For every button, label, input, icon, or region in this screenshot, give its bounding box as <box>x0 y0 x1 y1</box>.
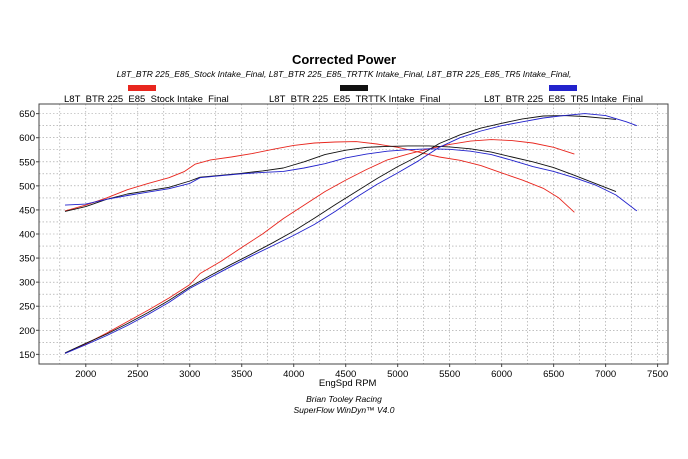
y-tick-label: 400 <box>19 230 35 241</box>
y-tick-label: 150 <box>19 350 35 361</box>
series-line-trttk-upper <box>64 145 617 212</box>
x-tick-label: 2000 <box>75 369 96 380</box>
footer-software: SuperFlow WinDyn™ V4.0 <box>293 405 395 415</box>
legend-swatch-stock <box>128 85 156 91</box>
x-tick-label: 2500 <box>127 369 148 380</box>
plot-background <box>39 104 668 364</box>
x-tick-label: 5500 <box>439 369 460 380</box>
x-tick-label: 4500 <box>335 369 356 380</box>
y-tick-label: 650 <box>19 109 35 120</box>
x-tick-label: 3000 <box>179 369 200 380</box>
x-axis-label: EngSpd RPM <box>319 378 377 389</box>
x-tick-label: 3500 <box>231 369 252 380</box>
chart-subtitle: L8T_BTR 225_E85_Stock Intake_Final, L8T_… <box>116 69 572 79</box>
x-tick-label: 7000 <box>595 369 616 380</box>
x-tick-label: 6500 <box>543 369 564 380</box>
series-line-stock-upper <box>64 141 575 213</box>
y-tick-label: 350 <box>19 254 35 265</box>
x-tick-label: 5000 <box>387 369 408 380</box>
y-tick-label: 300 <box>19 278 35 289</box>
x-tick-label: 6000 <box>491 369 512 380</box>
y-tick-label: 250 <box>19 302 35 313</box>
series-line-tr5-upper <box>64 148 638 212</box>
footer-company: Brian Tooley Racing <box>306 394 382 404</box>
y-tick-label: 200 <box>19 326 35 337</box>
x-tick-label: 4000 <box>283 369 304 380</box>
y-tick-label: 450 <box>19 205 35 216</box>
y-tick-label: 500 <box>19 181 35 192</box>
series-line-trttk-lower <box>64 115 617 354</box>
series-line-tr5-lower <box>64 113 637 354</box>
legend-label-stock: L8T_BTR 225_E85_Stock Intake_Final <box>64 94 229 105</box>
chart-title: Corrected Power <box>291 52 397 67</box>
legend-label-tr5: L8T_BTR 225_E85_TR5 Intake_Final <box>484 94 643 105</box>
legend-swatch-trttk <box>340 85 368 91</box>
y-tick-label: 600 <box>19 133 35 144</box>
legend-label-trttk: L8T_BTR 225_E85_TRTTK Intake_Final <box>269 94 441 105</box>
series-line-stock-lower <box>64 139 575 354</box>
y-tick-label: 550 <box>19 157 35 168</box>
x-tick-label: 7500 <box>647 369 668 380</box>
legend-swatch-tr5 <box>549 85 577 91</box>
